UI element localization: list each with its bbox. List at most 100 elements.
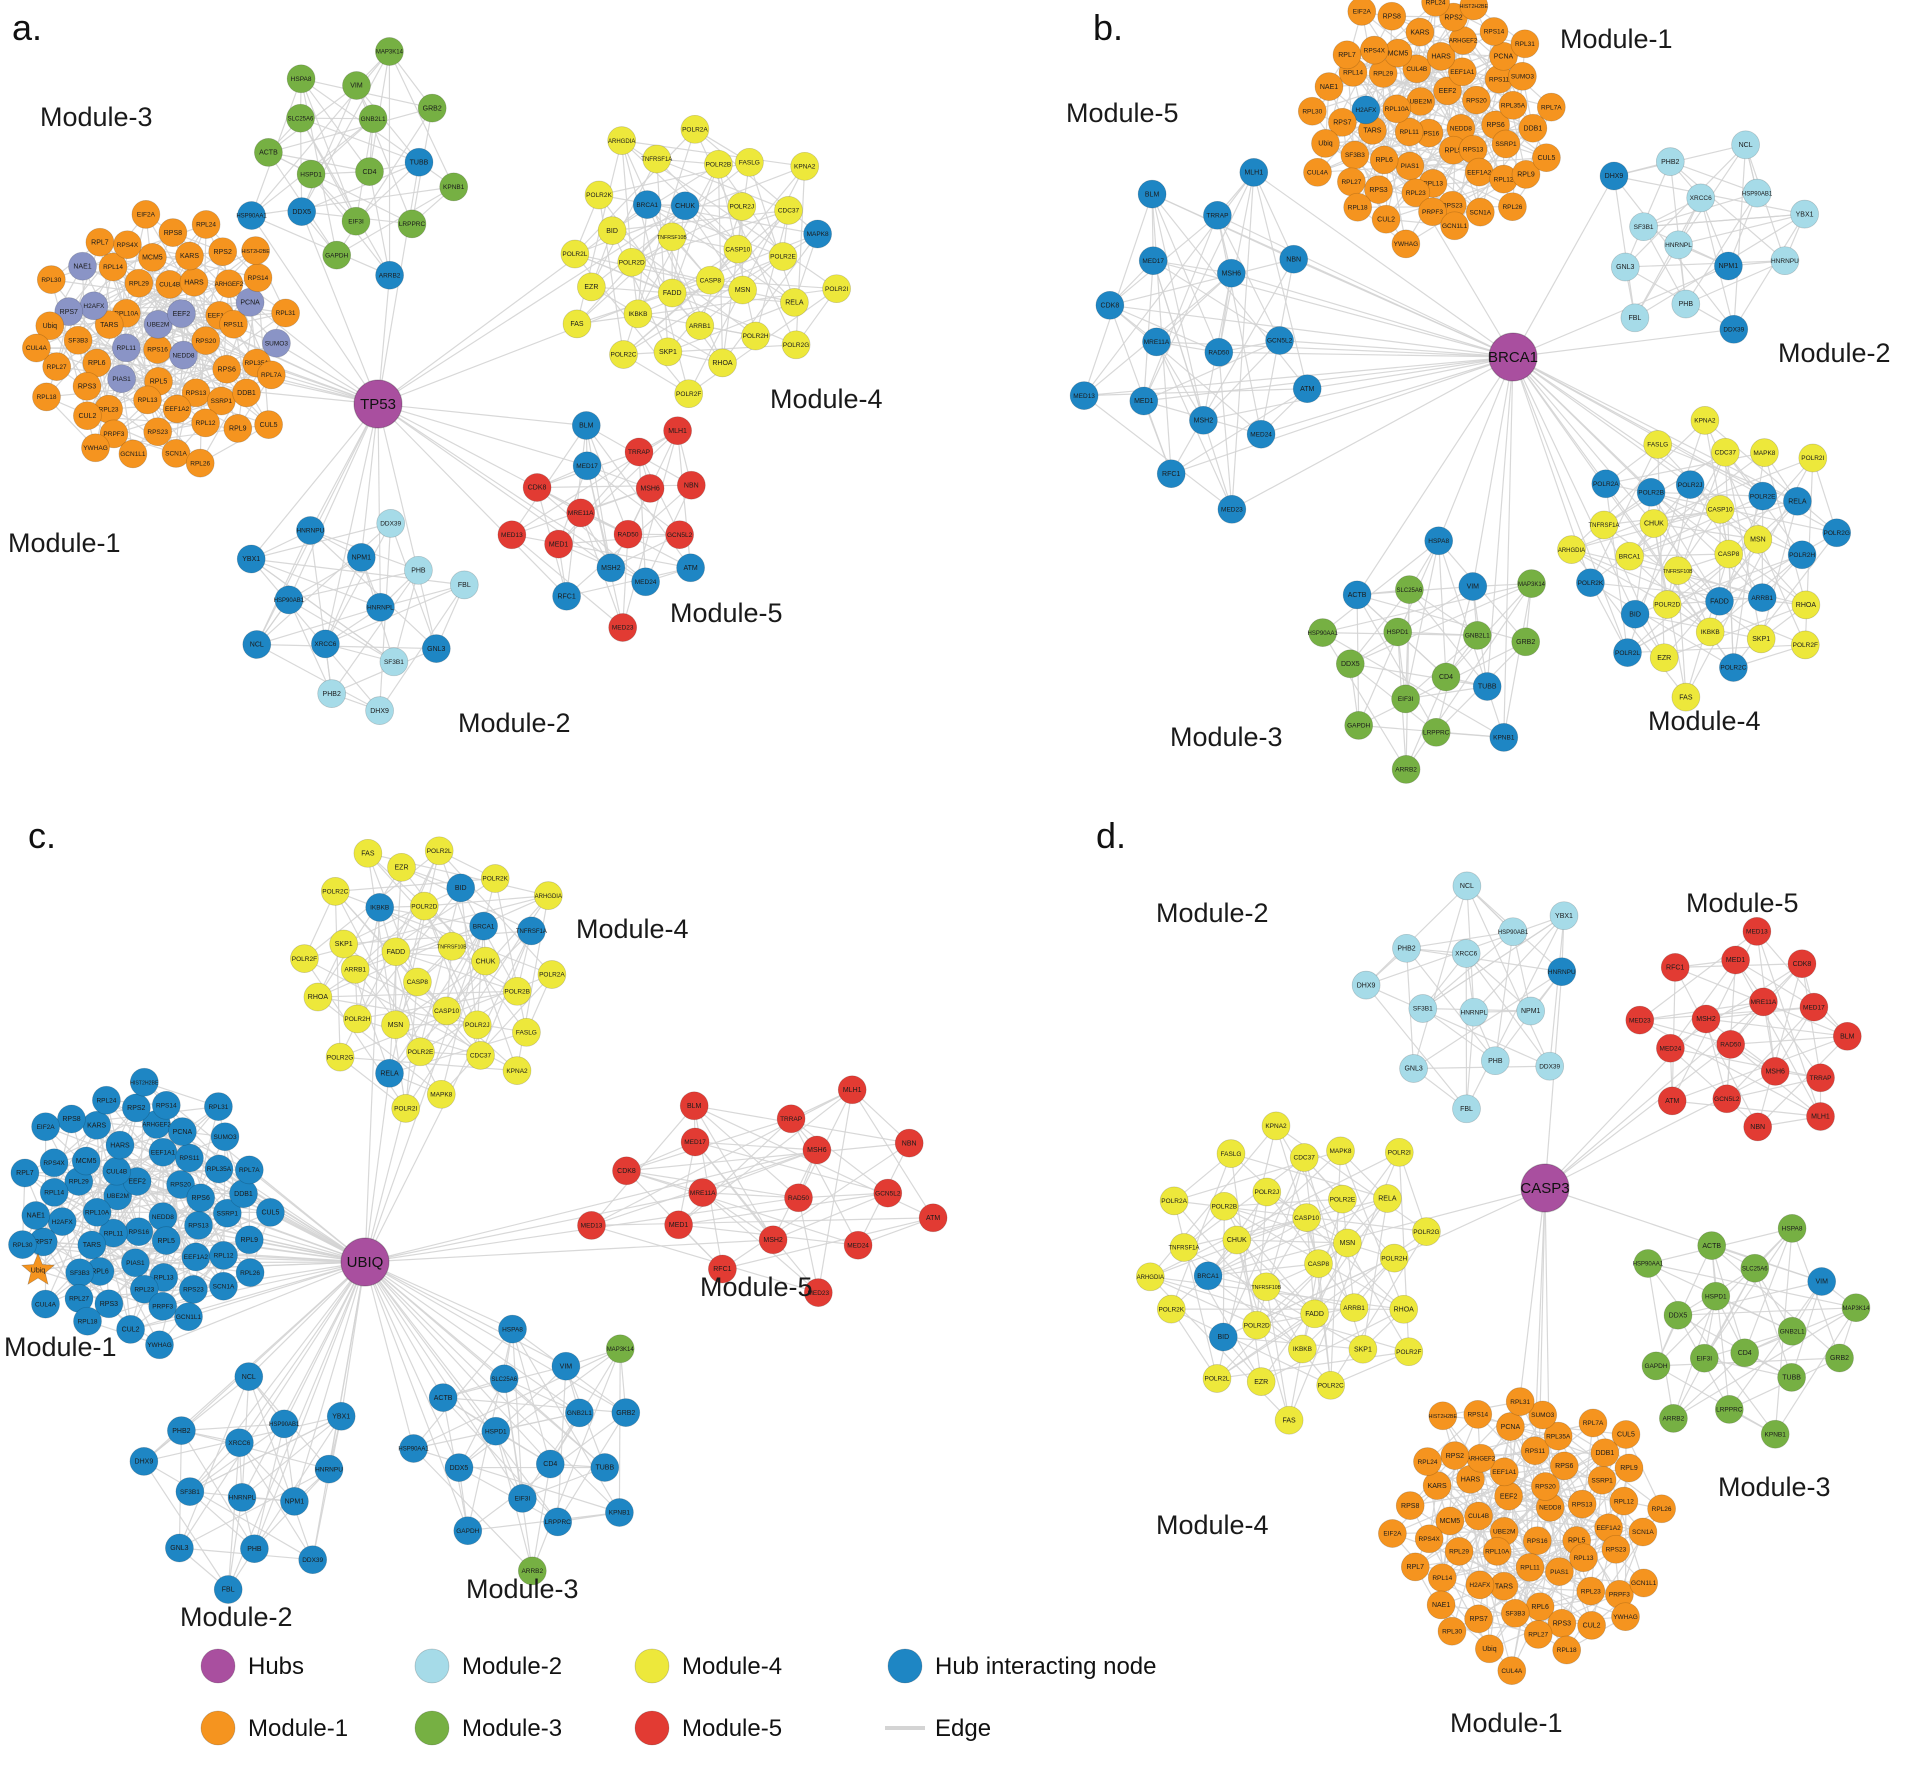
edge: [251, 186, 454, 217]
gene-node: [82, 1110, 112, 1140]
edge: [1231, 272, 1514, 358]
edge: [1216, 1313, 1315, 1380]
gene-node: [1472, 672, 1502, 701]
edge: [591, 1224, 819, 1294]
edge: [300, 78, 370, 172]
gene-node: [121, 1248, 150, 1278]
gene-node: [1614, 1453, 1644, 1483]
edge: [1330, 1231, 1427, 1386]
gene-node: [223, 414, 253, 443]
gene-node: [1431, 662, 1461, 692]
gene-node: [1373, 1184, 1402, 1213]
gene-node: [1549, 901, 1579, 931]
edge: [1222, 1157, 1305, 1338]
edge: [380, 584, 465, 608]
edge: [1171, 356, 1514, 475]
edge: [1639, 930, 1758, 1021]
gene-node: [1261, 1111, 1291, 1141]
gene-node: [1671, 289, 1701, 319]
gene-node: [1747, 583, 1777, 612]
edge: [424, 895, 549, 907]
gene-node: [1576, 568, 1605, 598]
edge: [1629, 555, 1763, 599]
gene-node: [674, 379, 704, 409]
edge: [1544, 1043, 1732, 1189]
gene-node: [57, 1104, 86, 1134]
gene-node: [387, 852, 416, 882]
edge: [309, 530, 437, 650]
gene-node: [590, 1453, 620, 1482]
module-label: Module-1: [1450, 1708, 1563, 1738]
gene-node: [571, 411, 601, 440]
gene-node: [35, 311, 65, 341]
gene-node: [822, 274, 851, 304]
gene-node: [71, 1146, 101, 1176]
edge: [181, 1430, 330, 1470]
edge: [1512, 356, 1607, 485]
gene-node: [1428, 1401, 1458, 1431]
edge: [1512, 356, 1837, 534]
edge: [1711, 1245, 1840, 1359]
gene-node: [311, 629, 340, 659]
gene-node: [1531, 1472, 1560, 1501]
edge: [343, 887, 461, 945]
gene-node: [1659, 1404, 1688, 1433]
gene-node: [1462, 621, 1492, 650]
edge: [1230, 1153, 1262, 1382]
edge: [288, 599, 333, 694]
edge: [1349, 585, 1474, 665]
gene-node: [1274, 1405, 1304, 1435]
gene-node: [498, 1314, 527, 1344]
gene-node: [1494, 1481, 1523, 1511]
edge: [1413, 1065, 1550, 1070]
gene-node: [572, 451, 602, 481]
edge: [1151, 193, 1220, 353]
gene-node: [1447, 57, 1477, 87]
module-label: Module-5: [1686, 888, 1799, 918]
gene-node: [1464, 1604, 1493, 1634]
edge: [1643, 213, 1805, 228]
gene-node: [1459, 997, 1489, 1027]
gene-node: [663, 416, 692, 446]
edge: [576, 236, 673, 325]
edge: [503, 1378, 533, 1571]
edge: [1663, 500, 1798, 659]
gene-node: [209, 1241, 238, 1270]
edge: [377, 403, 588, 467]
legend-swatch-hub_interacting: [887, 1648, 923, 1684]
gene-node: [803, 219, 832, 249]
edge: [388, 51, 455, 188]
gene-node: [1333, 1228, 1362, 1258]
gene-node: [1279, 244, 1309, 274]
gene-node: [1567, 1489, 1597, 1519]
edge: [1216, 1351, 1409, 1380]
edge: [299, 117, 391, 276]
gene-node: [1543, 1421, 1573, 1451]
edge: [143, 1460, 314, 1561]
edge: [357, 1018, 481, 1056]
edge: [364, 1261, 620, 1513]
edge: [1279, 339, 1514, 358]
gene-node: [1790, 630, 1820, 660]
legend-swatch-module4: [634, 1648, 670, 1684]
edge: [288, 569, 419, 601]
gene-node: [680, 1127, 710, 1157]
gene-node: [162, 394, 192, 424]
edge: [178, 1376, 250, 1549]
edge: [671, 205, 686, 294]
edge: [1170, 388, 1308, 475]
gene-node: [121, 1093, 151, 1123]
gene-node: [365, 696, 394, 725]
panel-b: RAD50MRE11AMSH6MSH2MED17GCN5L2MED1TRRAPM…: [1066, 0, 1891, 784]
gene-node: [365, 893, 395, 922]
edge: [797, 1197, 819, 1293]
gene-node: [624, 437, 654, 467]
gene-node: [1391, 229, 1421, 259]
gene-node: [421, 634, 451, 663]
gene-node: [1695, 617, 1725, 647]
gene-node: [85, 227, 115, 257]
gene-node: [1770, 246, 1800, 276]
legend-label: Module-4: [682, 1653, 782, 1680]
edge: [622, 534, 629, 628]
gene-node: [22, 333, 51, 363]
